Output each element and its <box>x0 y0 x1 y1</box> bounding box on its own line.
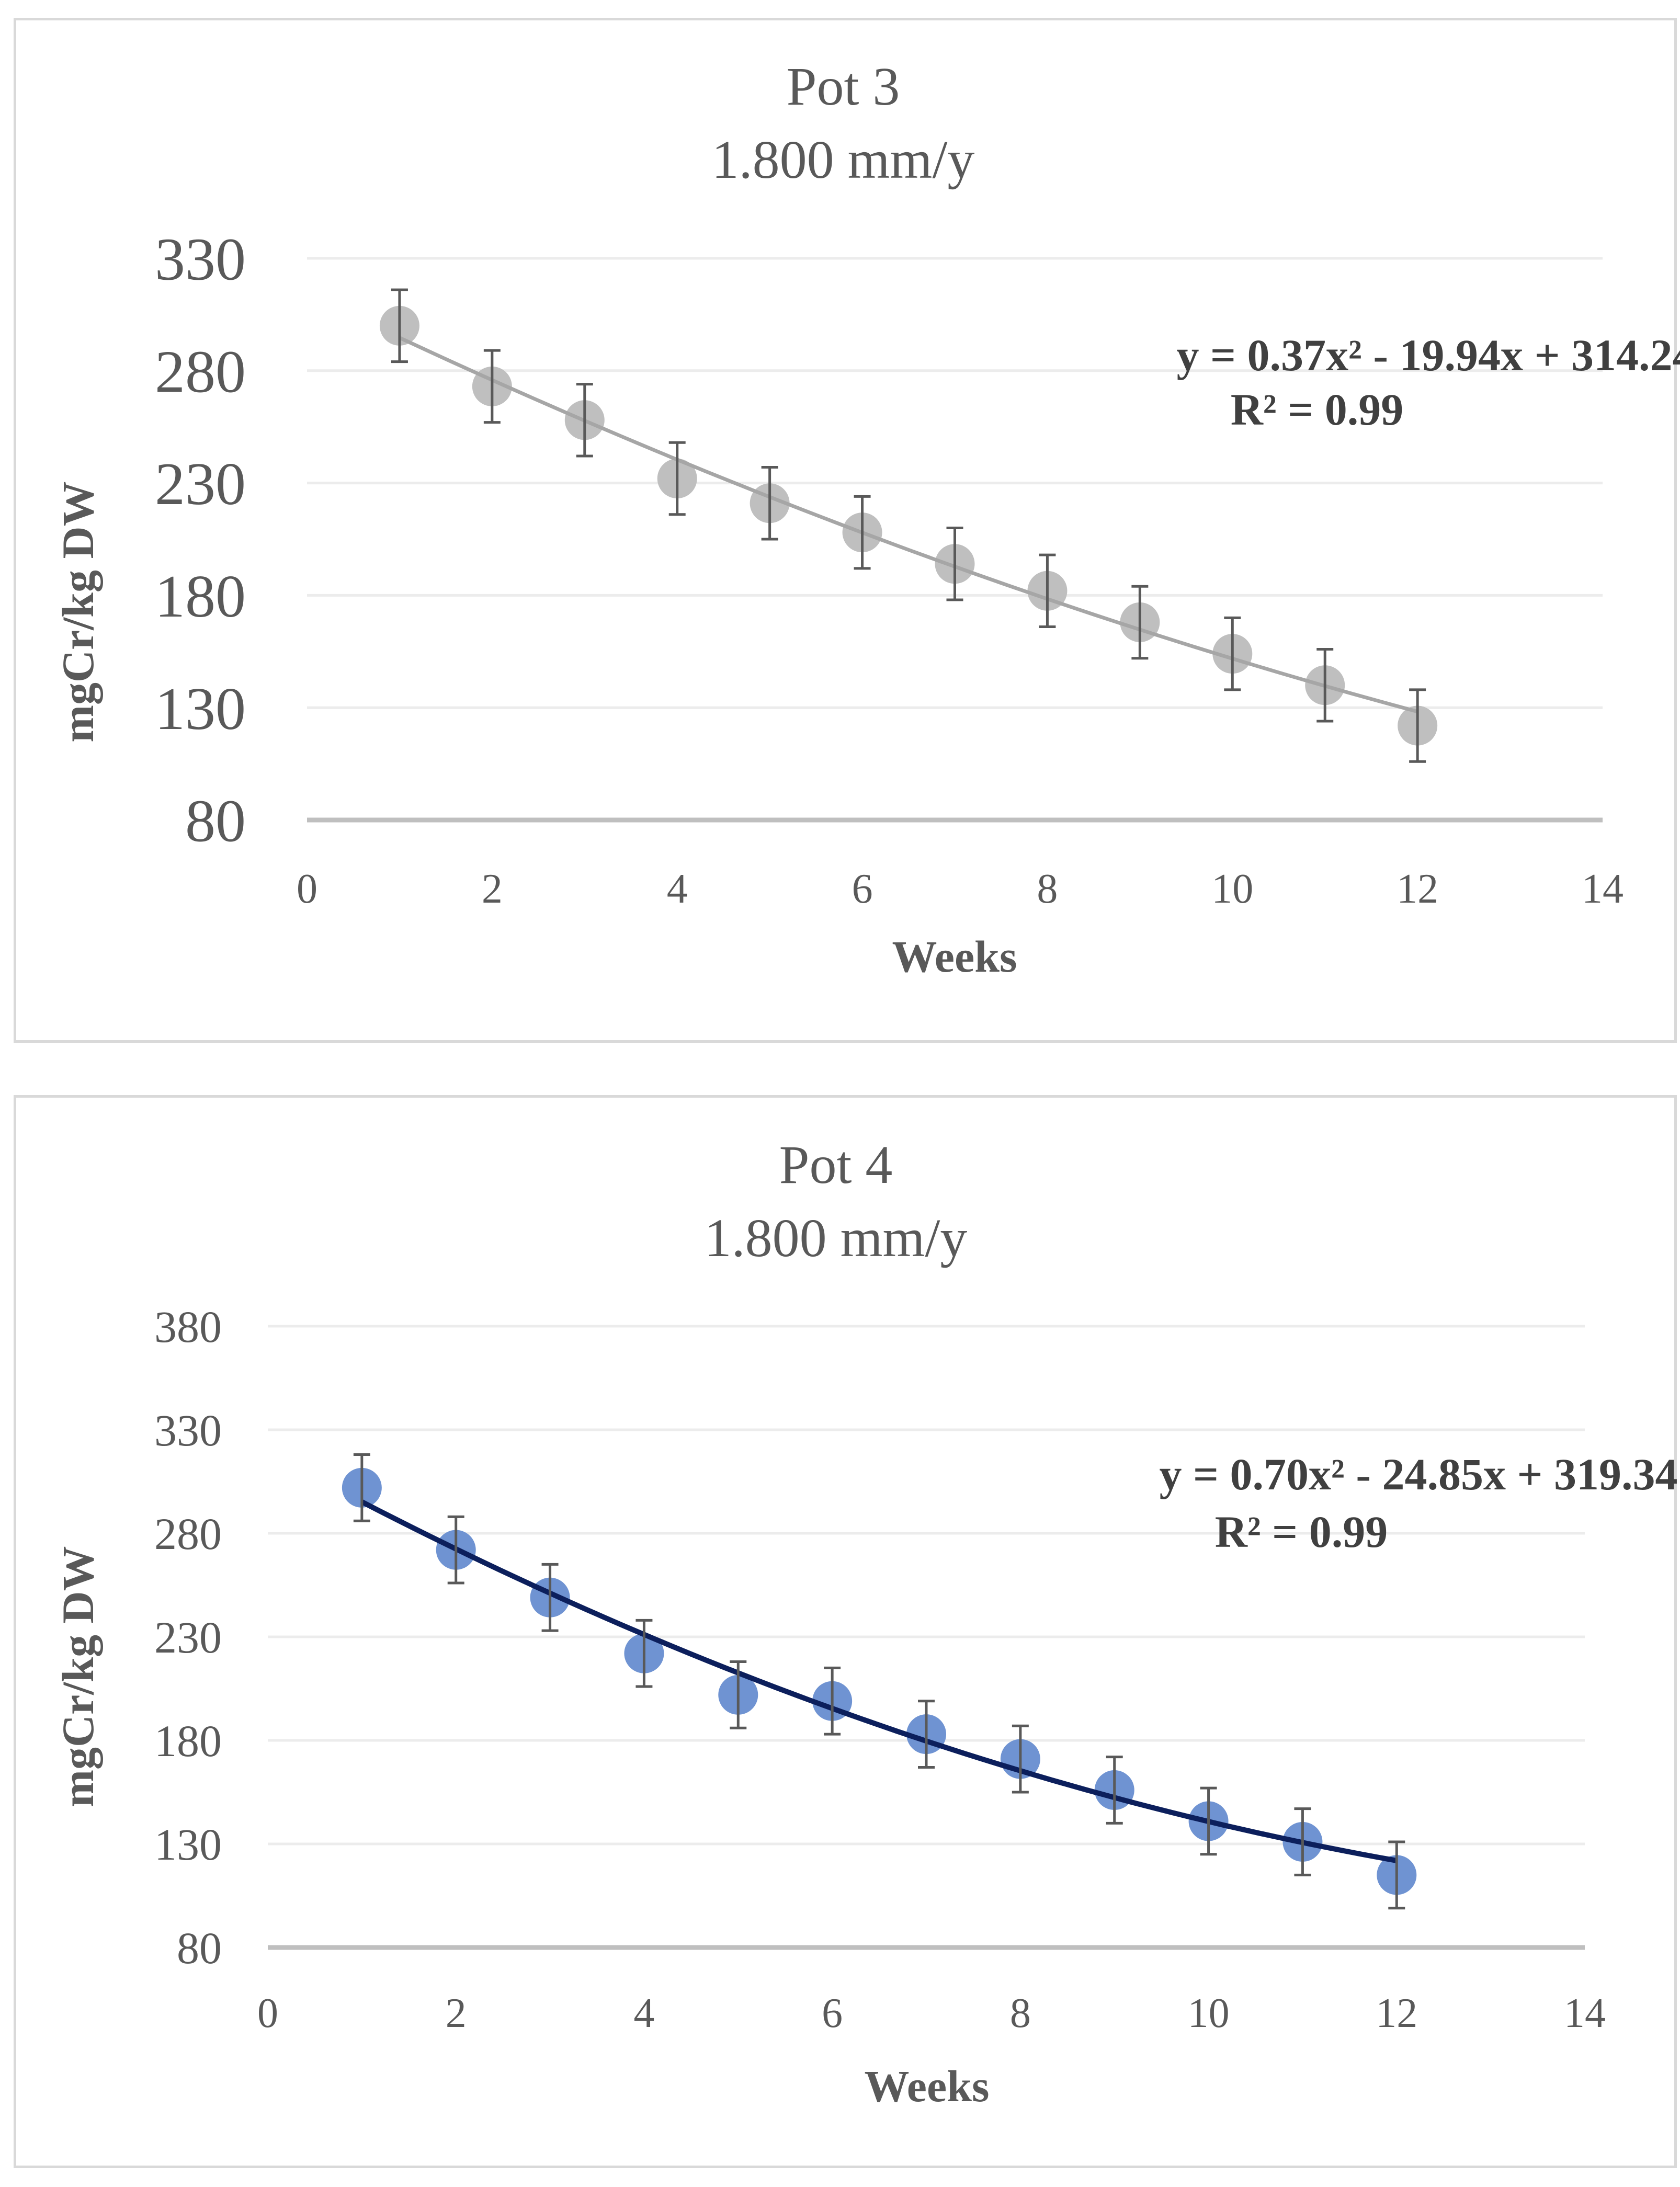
y-tick-label: 330 <box>154 1405 222 1455</box>
x-tick-label: 6 <box>852 866 873 912</box>
chart-subtitle: 1.800 mm/y <box>705 1208 968 1268</box>
x-axis-title: Weeks <box>892 931 1017 982</box>
y-tick-label: 180 <box>154 1716 222 1766</box>
x-axis-title: Weeks <box>865 2061 990 2111</box>
trendline-r-squared: R² = 0.99 <box>1231 384 1403 435</box>
y-tick-label: 330 <box>155 226 246 293</box>
y-tick-label: 80 <box>177 1923 222 1973</box>
plot-area-pot-3: 80 130 180 230 280 330 0 2 4 6 8 10 12 14 <box>155 226 1663 912</box>
trendline <box>360 1499 1398 1863</box>
x-tick-label: 6 <box>822 1990 843 2036</box>
y-tick-label: 380 <box>154 1302 222 1352</box>
equation-backdrop <box>1062 319 1663 356</box>
chart-title: Pot 4 <box>779 1135 893 1195</box>
trendline-r-squared: R² = 0.99 <box>1215 1507 1388 1557</box>
x-tick-label: 2 <box>482 866 503 912</box>
y-tick-label: 280 <box>154 1509 222 1559</box>
chart-subtitle: 1.800 mm/y <box>712 130 975 190</box>
x-tick-label: 12 <box>1397 866 1438 912</box>
plot-area-pot-4: 80 130 180 230 280 330 380 0 2 4 6 8 10 12 14 <box>154 1302 1663 2036</box>
y-tick-label: 130 <box>155 676 246 743</box>
x-tick-label: 10 <box>1211 866 1253 912</box>
x-tick-label: 12 <box>1376 1990 1417 2036</box>
x-tick-label: 10 <box>1188 1990 1230 2036</box>
y-axis-title: mgCr/kg DW <box>53 481 103 742</box>
chart-title: Pot 3 <box>787 56 900 117</box>
y-tick-label: 230 <box>154 1612 222 1662</box>
x-tick-label: 4 <box>667 866 688 912</box>
x-tick-label: 2 <box>446 1990 467 2036</box>
x-tick-label: 8 <box>1037 866 1058 912</box>
x-tick-label: 0 <box>257 1990 278 2036</box>
y-tick-label: 280 <box>155 338 246 405</box>
x-tick-label: 14 <box>1564 1990 1606 2036</box>
y-axis-title: mgCr/kg DW <box>53 1546 103 1807</box>
y-tick-label: 80 <box>185 788 246 855</box>
x-tick-label: 4 <box>633 1990 654 2036</box>
y-tick-label: 180 <box>155 563 246 630</box>
trendline <box>399 336 1418 714</box>
trendline-equation: y = 0.70x² - 24.85x + 319.34 <box>1160 1449 1678 1499</box>
chart-panel-pot-4 <box>14 1095 1677 2168</box>
x-tick-label: 0 <box>297 866 317 912</box>
equation-backdrop <box>1030 1441 1663 1477</box>
trendline-equation: y = 0.37x² - 19.94x + 314.24 <box>1177 330 1680 380</box>
x-tick-label: 8 <box>1010 1990 1031 2036</box>
y-tick-label: 130 <box>154 1819 222 1870</box>
x-tick-label: 14 <box>1582 866 1624 912</box>
y-tick-label: 230 <box>155 451 246 518</box>
